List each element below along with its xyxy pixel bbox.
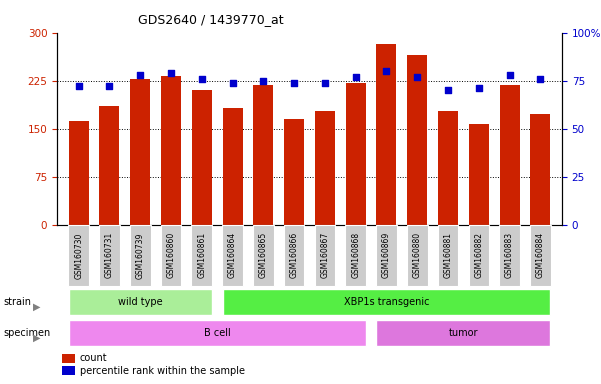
Bar (407, 225, 427, 286)
Text: strain: strain (3, 297, 31, 308)
Text: GSM160868: GSM160868 (351, 232, 360, 278)
Bar (253, 225, 273, 286)
Bar (346, 83, 365, 225)
Text: GDS2640 / 1439770_at: GDS2640 / 1439770_at (138, 13, 283, 26)
Bar (438, 225, 459, 286)
Bar (62, 354, 75, 362)
Text: count: count (80, 353, 108, 363)
Bar (69, 121, 89, 225)
Point (228, 79, 237, 86)
Text: ▶: ▶ (33, 302, 40, 312)
Bar (99, 225, 120, 286)
Bar (62, 366, 75, 375)
Text: ▶: ▶ (33, 333, 40, 343)
Text: percentile rank within the sample: percentile rank within the sample (80, 366, 245, 376)
Bar (192, 225, 212, 286)
Text: specimen: specimen (3, 328, 50, 338)
Bar (192, 90, 212, 225)
Point (289, 79, 299, 86)
Bar (222, 225, 243, 286)
Text: GSM160731: GSM160731 (105, 232, 114, 278)
Bar (161, 76, 181, 225)
Bar (160, 225, 182, 286)
Point (535, 76, 545, 82)
Bar (376, 44, 397, 225)
Text: GSM160730: GSM160730 (74, 232, 83, 278)
Bar (69, 290, 212, 315)
Bar (469, 124, 489, 225)
Point (505, 72, 514, 78)
Bar (315, 111, 335, 225)
Point (443, 87, 453, 93)
Point (197, 76, 207, 82)
Bar (376, 225, 397, 286)
Bar (314, 225, 335, 286)
Text: GSM160864: GSM160864 (228, 232, 237, 278)
Point (258, 78, 268, 84)
Text: GSM160883: GSM160883 (505, 232, 514, 278)
Bar (99, 106, 120, 225)
Point (135, 72, 145, 78)
Bar (69, 320, 365, 346)
Bar (469, 225, 489, 286)
Point (474, 85, 484, 91)
Bar (499, 85, 520, 225)
Text: GSM160867: GSM160867 (320, 232, 329, 278)
Bar (222, 108, 243, 225)
Text: GSM160865: GSM160865 (259, 232, 268, 278)
Bar (407, 55, 427, 225)
Point (105, 83, 114, 89)
Text: GSM160739: GSM160739 (136, 232, 145, 278)
Bar (222, 290, 551, 315)
Text: GSM160861: GSM160861 (197, 232, 206, 278)
Text: GSM160869: GSM160869 (382, 232, 391, 278)
Bar (530, 225, 551, 286)
Bar (130, 79, 150, 225)
Point (166, 70, 176, 76)
Bar (69, 225, 89, 286)
Text: GSM160866: GSM160866 (290, 232, 299, 278)
Bar (376, 320, 551, 346)
Bar (499, 225, 520, 286)
Text: GSM160860: GSM160860 (166, 232, 175, 278)
Bar (438, 111, 458, 225)
Point (320, 79, 330, 86)
Bar (254, 85, 273, 225)
Bar (531, 114, 551, 225)
Text: B cell: B cell (204, 328, 231, 338)
Point (412, 74, 422, 80)
Point (74, 83, 84, 89)
Bar (284, 119, 304, 225)
Bar (130, 225, 150, 286)
Text: GSM160880: GSM160880 (413, 232, 422, 278)
Text: XBP1s transgenic: XBP1s transgenic (344, 297, 429, 308)
Text: wild type: wild type (118, 297, 162, 308)
Bar (284, 225, 305, 286)
Point (382, 68, 391, 74)
Bar (346, 225, 366, 286)
Text: GSM160882: GSM160882 (474, 232, 483, 278)
Text: tumor: tumor (449, 328, 478, 338)
Text: GSM160884: GSM160884 (536, 232, 545, 278)
Text: GSM160881: GSM160881 (444, 232, 453, 278)
Point (351, 74, 361, 80)
